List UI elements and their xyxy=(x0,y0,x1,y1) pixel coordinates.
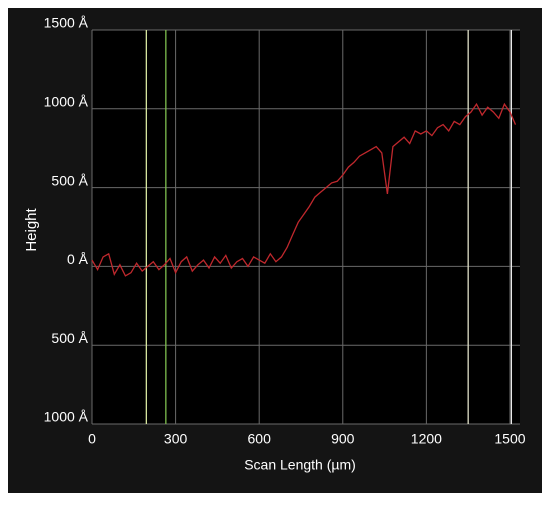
y-tick-label: 1500 Å xyxy=(44,15,89,31)
y-tick-label: 500 Å xyxy=(51,172,88,188)
y-tick-label: 1000 Å xyxy=(44,409,89,425)
y-tick-label: 500 Å xyxy=(51,330,88,346)
x-tick-label: 600 xyxy=(248,431,272,447)
y-axis-label: Height xyxy=(23,207,40,251)
data-line xyxy=(91,102,517,277)
plot-area xyxy=(92,30,520,424)
x-tick-label: 1200 xyxy=(411,431,442,447)
x-tick-label: 1500 xyxy=(494,431,525,447)
x-axis-label: Scan Length (µm) xyxy=(244,457,356,473)
x-tick-label: 300 xyxy=(164,431,188,447)
x-tick-label: 900 xyxy=(331,431,355,447)
y-tick-label: 1000 Å xyxy=(44,94,89,110)
y-tick-label: 0 Å xyxy=(67,251,89,267)
x-tick-label: 0 xyxy=(88,431,96,447)
